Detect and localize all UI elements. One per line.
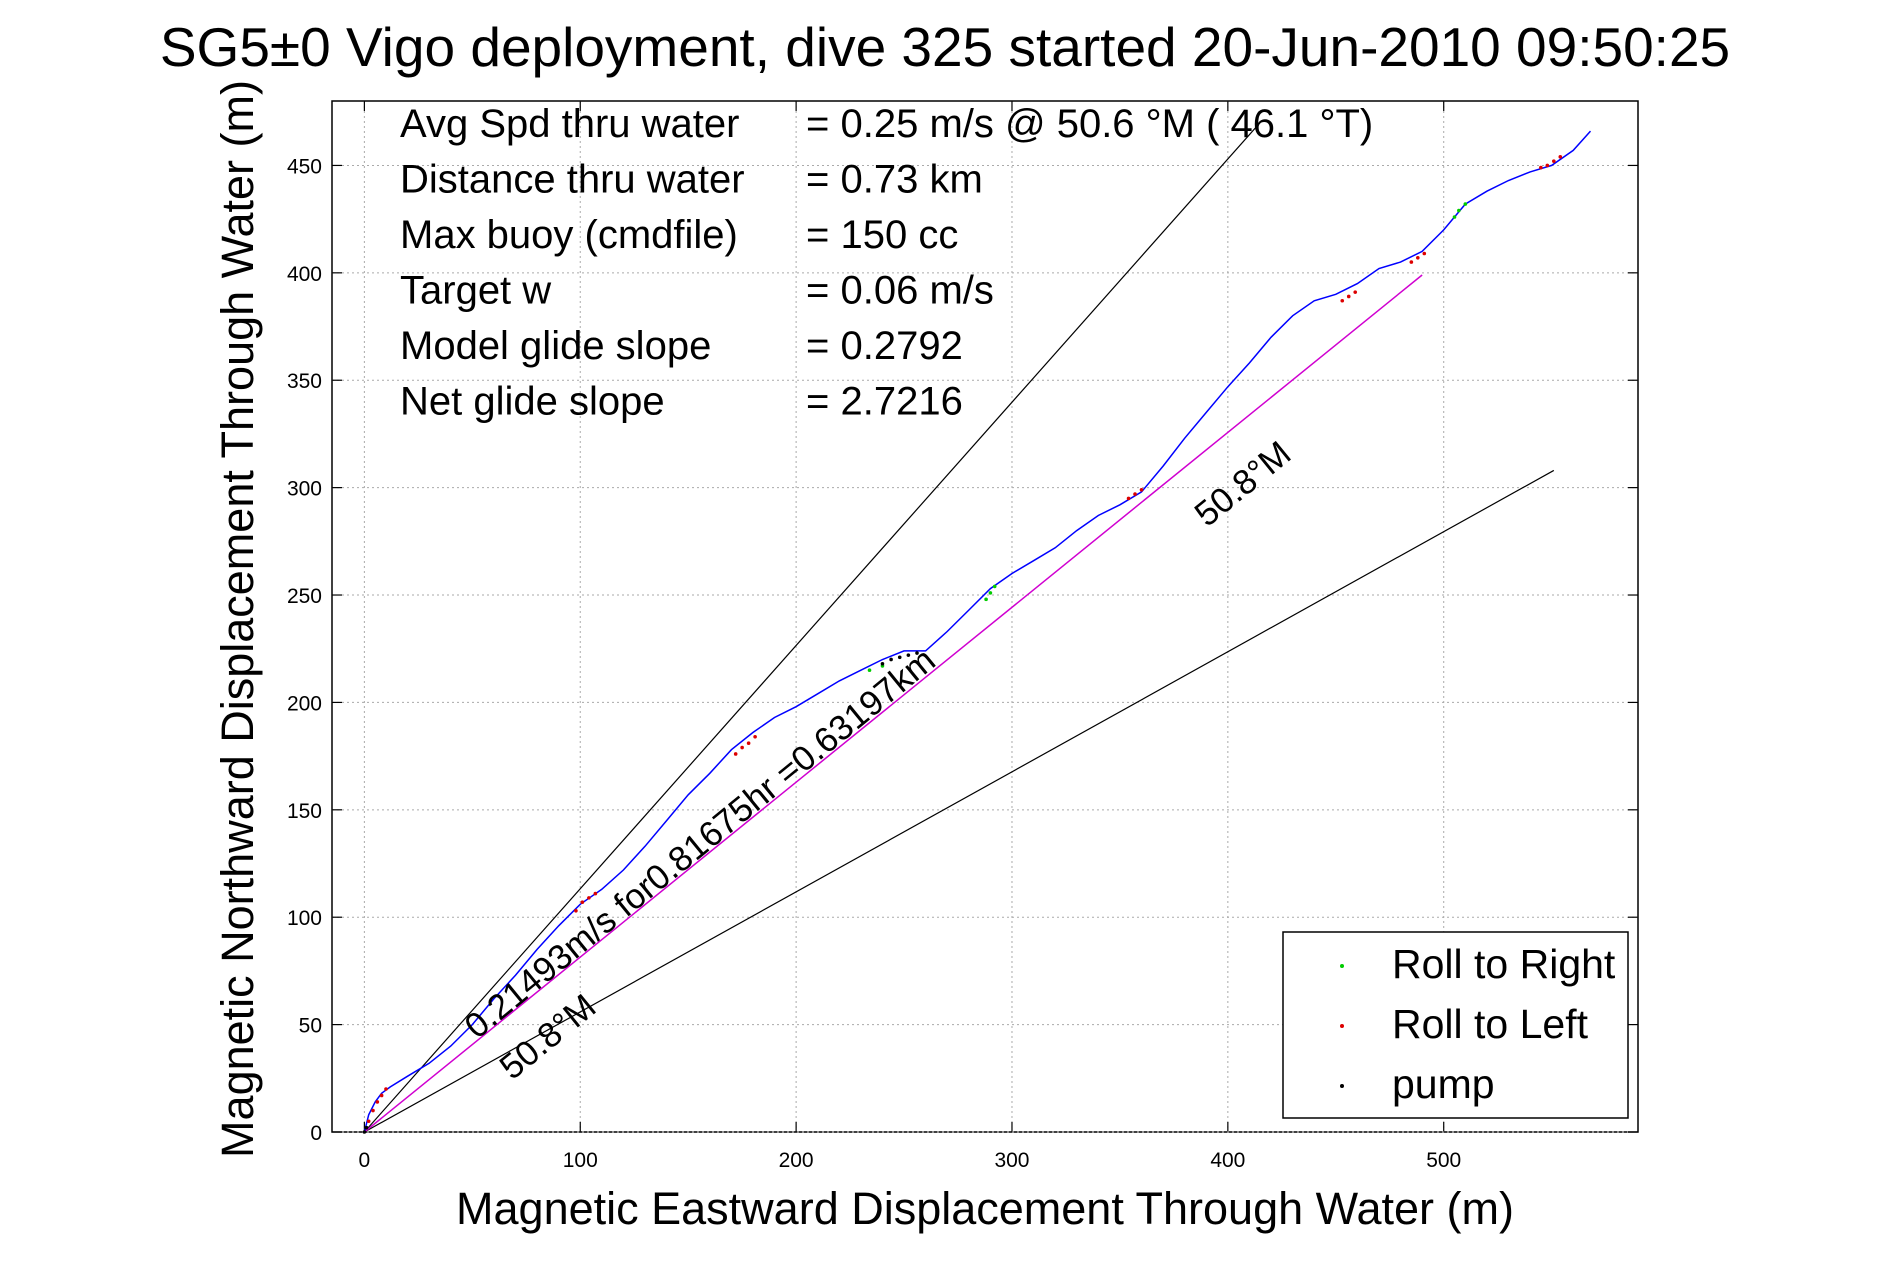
plot-frame xyxy=(331,100,1639,1133)
heading-bound-line xyxy=(363,122,1261,1133)
stat-value: = 0.25 m/s @ 50.6 °M ( 46.1 °T) xyxy=(806,102,1373,146)
stat-value: = 0.06 m/s xyxy=(806,269,994,313)
stat-label: Max buoy (cmdfile) xyxy=(400,213,738,257)
x-tick-label: 300 xyxy=(994,1149,1029,1172)
pump-point xyxy=(897,655,902,660)
y-tick-label: 350 xyxy=(287,370,322,393)
y-tick-labels: 0 50 100 150 200 250 300 350 400 450 xyxy=(287,155,322,1145)
legend-marker xyxy=(1340,964,1344,968)
x-tick-label: 500 xyxy=(1426,1149,1461,1172)
roll-to-left-point xyxy=(753,734,757,739)
roll-to-left-point xyxy=(574,908,578,913)
legend-entry: pump xyxy=(1392,1061,1495,1107)
x-tick-label: 0 xyxy=(359,1149,371,1172)
series-markers xyxy=(362,155,1563,1134)
pump-point xyxy=(362,1130,367,1134)
pump-point xyxy=(880,661,885,666)
stat-label: Distance thru water xyxy=(400,158,745,202)
roll-to-left-point xyxy=(1558,155,1563,159)
y-axis-label: Magnetic Northward Displacement Through … xyxy=(212,80,263,1158)
roll-to-left-point xyxy=(379,1093,384,1098)
legend-marker xyxy=(1340,1084,1344,1088)
roll-to-left-point xyxy=(580,900,585,904)
legend-marker xyxy=(1340,1024,1344,1028)
y-tick-label: 400 xyxy=(287,263,322,286)
stat-label: Target w xyxy=(400,269,551,313)
roll-to-left-point xyxy=(733,752,738,756)
pump-point xyxy=(906,653,911,657)
y-tick-label: 0 xyxy=(310,1122,322,1145)
chart-title: SG5±0 Vigo deployment, dive 325 started … xyxy=(160,16,1730,78)
y-tick-label: 200 xyxy=(287,692,322,715)
x-tick-label: 200 xyxy=(779,1149,814,1172)
track-line xyxy=(363,130,1592,1133)
roll-to-left-point xyxy=(375,1100,380,1104)
roll-to-right-point xyxy=(984,597,988,602)
stat-label: Model glide slope xyxy=(400,324,711,368)
heading-bound-lines xyxy=(363,122,1555,1133)
net-vector-annotation: 0.21493m/s for0.81675hr =0.63197km xyxy=(457,640,942,1046)
y-tick-label: 250 xyxy=(287,585,322,608)
roll-to-left-point xyxy=(1353,290,1358,294)
x-tick-labels: 0 100 200 300 400 500 xyxy=(359,1149,1462,1172)
roll-to-right-point xyxy=(988,591,993,595)
legend-entry: Roll to Left xyxy=(1392,1001,1589,1047)
stat-value: = 0.73 km xyxy=(806,158,983,202)
pump-point xyxy=(915,651,919,655)
x-tick-label: 100 xyxy=(563,1149,598,1172)
roll-to-right-point xyxy=(992,584,997,589)
roll-to-left-point xyxy=(1539,165,1543,170)
roll-to-left-point xyxy=(593,891,598,896)
legend-entry: Roll to Right xyxy=(1392,941,1616,987)
roll-to-left-point xyxy=(1422,251,1427,256)
heading-annotation-upper: 50.8°M xyxy=(1187,434,1298,535)
roll-to-right-point xyxy=(1452,215,1457,219)
stat-label: Avg Spd thru water xyxy=(400,102,739,146)
roll-to-left-point xyxy=(740,745,744,750)
y-tick-label: 450 xyxy=(287,155,322,178)
roll-to-left-point xyxy=(1346,294,1351,299)
stat-value: = 2.7216 xyxy=(806,380,963,424)
roll-to-left-point xyxy=(384,1087,388,1091)
stat-label: Net glide slope xyxy=(400,380,665,424)
roll-to-left-point xyxy=(1340,298,1345,303)
roll-to-left-point xyxy=(1139,487,1144,492)
y-tick-label: 50 xyxy=(299,1015,322,1038)
legend: Roll to Right Roll to Left pump xyxy=(1282,931,1629,1119)
roll-to-left-point xyxy=(1126,496,1131,501)
y-tick-label: 100 xyxy=(287,907,322,930)
pump-point xyxy=(889,657,893,662)
stats-block: Avg Spd thru water = 0.25 m/s @ 50.6 °M (… xyxy=(400,102,1373,424)
roll-to-left-point xyxy=(1409,260,1414,264)
stat-value: = 0.2792 xyxy=(806,324,963,368)
stat-value: = 150 cc xyxy=(806,213,958,257)
y-tick-label: 150 xyxy=(287,800,322,823)
roll-to-left-point xyxy=(1545,163,1550,168)
roll-to-right-point xyxy=(867,668,872,672)
pump-point xyxy=(364,1125,369,1130)
roll-to-left-point xyxy=(746,741,751,746)
roll-to-left-point xyxy=(371,1108,375,1113)
x-axis-label: Magnetic Eastward Displacement Through W… xyxy=(456,1183,1514,1234)
roll-to-right-point xyxy=(1463,202,1468,206)
net-displacement-line xyxy=(363,274,1423,1133)
roll-to-left-point xyxy=(366,1119,371,1124)
roll-to-left-point xyxy=(1133,492,1137,496)
x-tick-label: 400 xyxy=(1210,1149,1245,1172)
roll-to-right-point xyxy=(1457,208,1461,213)
y-tick-label: 300 xyxy=(287,478,322,501)
heading-bound-line xyxy=(364,469,1555,1133)
roll-to-left-point xyxy=(587,896,591,900)
roll-to-left-point xyxy=(1552,159,1556,163)
roll-to-left-point xyxy=(1416,255,1420,260)
grid-lines xyxy=(332,101,1638,1133)
